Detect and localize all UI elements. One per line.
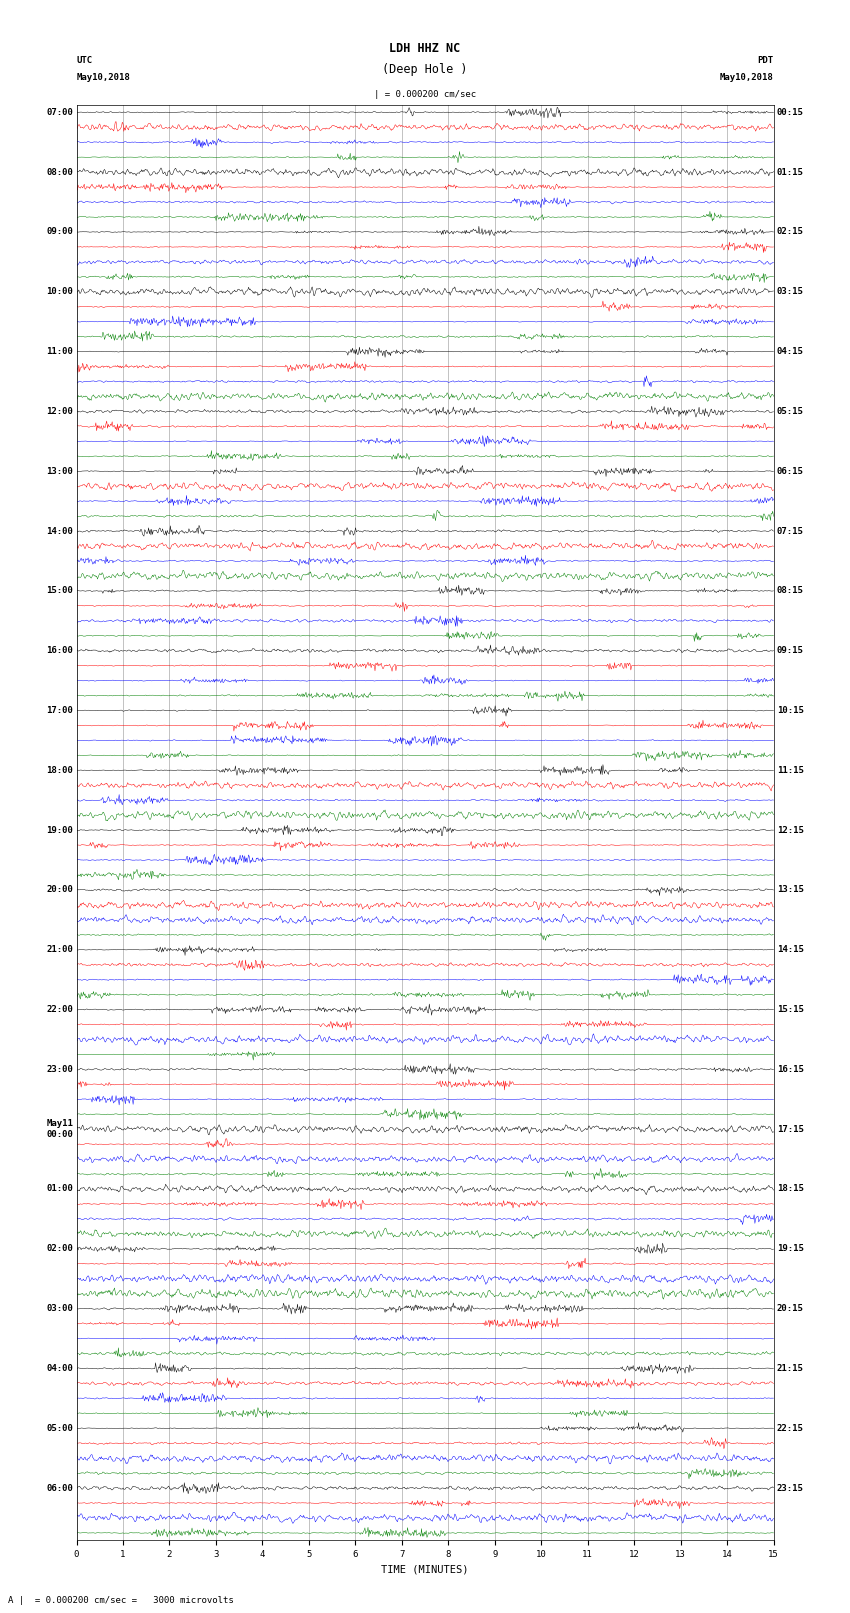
Text: 12:15: 12:15 <box>777 826 804 834</box>
Text: 13:00: 13:00 <box>46 466 73 476</box>
Text: 08:15: 08:15 <box>777 587 804 595</box>
Text: 11:15: 11:15 <box>777 766 804 774</box>
Text: 13:15: 13:15 <box>777 886 804 895</box>
Text: 07:00: 07:00 <box>46 108 73 116</box>
Text: 17:15: 17:15 <box>777 1124 804 1134</box>
Text: 01:00: 01:00 <box>46 1184 73 1194</box>
Text: 14:15: 14:15 <box>777 945 804 955</box>
Text: 20:15: 20:15 <box>777 1305 804 1313</box>
Text: (Deep Hole ): (Deep Hole ) <box>382 63 468 76</box>
Text: | = 0.000200 cm/sec: | = 0.000200 cm/sec <box>374 90 476 98</box>
Text: A |  = 0.000200 cm/sec =   3000 microvolts: A | = 0.000200 cm/sec = 3000 microvolts <box>8 1595 235 1605</box>
Text: 05:15: 05:15 <box>777 406 804 416</box>
Text: May10,2018: May10,2018 <box>720 73 774 82</box>
Text: 04:00: 04:00 <box>46 1365 73 1373</box>
Text: 02:00: 02:00 <box>46 1244 73 1253</box>
Text: 23:15: 23:15 <box>777 1484 804 1492</box>
Text: 22:00: 22:00 <box>46 1005 73 1015</box>
Text: LDH HHZ NC: LDH HHZ NC <box>389 42 461 55</box>
Text: 10:00: 10:00 <box>46 287 73 297</box>
Text: 03:00: 03:00 <box>46 1305 73 1313</box>
Text: 20:00: 20:00 <box>46 886 73 895</box>
Text: May10,2018: May10,2018 <box>76 73 130 82</box>
Text: 19:15: 19:15 <box>777 1244 804 1253</box>
Text: 15:15: 15:15 <box>777 1005 804 1015</box>
Text: 06:00: 06:00 <box>46 1484 73 1492</box>
Text: 09:00: 09:00 <box>46 227 73 237</box>
Text: 02:15: 02:15 <box>777 227 804 237</box>
Text: 19:00: 19:00 <box>46 826 73 834</box>
Text: 18:00: 18:00 <box>46 766 73 774</box>
Text: 17:00: 17:00 <box>46 706 73 715</box>
Text: 06:15: 06:15 <box>777 466 804 476</box>
Text: 15:00: 15:00 <box>46 587 73 595</box>
Text: 09:15: 09:15 <box>777 647 804 655</box>
Text: 05:00: 05:00 <box>46 1424 73 1432</box>
Text: 00:15: 00:15 <box>777 108 804 116</box>
Text: 10:15: 10:15 <box>777 706 804 715</box>
Text: 04:15: 04:15 <box>777 347 804 356</box>
Text: 12:00: 12:00 <box>46 406 73 416</box>
Text: 16:15: 16:15 <box>777 1065 804 1074</box>
Text: 08:00: 08:00 <box>46 168 73 177</box>
Text: 07:15: 07:15 <box>777 526 804 536</box>
Text: UTC: UTC <box>76 56 93 66</box>
Text: 21:00: 21:00 <box>46 945 73 955</box>
Text: 14:00: 14:00 <box>46 526 73 536</box>
Text: 21:15: 21:15 <box>777 1365 804 1373</box>
X-axis label: TIME (MINUTES): TIME (MINUTES) <box>382 1565 468 1574</box>
Text: 23:00: 23:00 <box>46 1065 73 1074</box>
Text: 18:15: 18:15 <box>777 1184 804 1194</box>
Text: 16:00: 16:00 <box>46 647 73 655</box>
Text: 03:15: 03:15 <box>777 287 804 297</box>
Text: PDT: PDT <box>757 56 774 66</box>
Text: 22:15: 22:15 <box>777 1424 804 1432</box>
Text: May11
00:00: May11 00:00 <box>46 1119 73 1139</box>
Text: 01:15: 01:15 <box>777 168 804 177</box>
Text: 11:00: 11:00 <box>46 347 73 356</box>
